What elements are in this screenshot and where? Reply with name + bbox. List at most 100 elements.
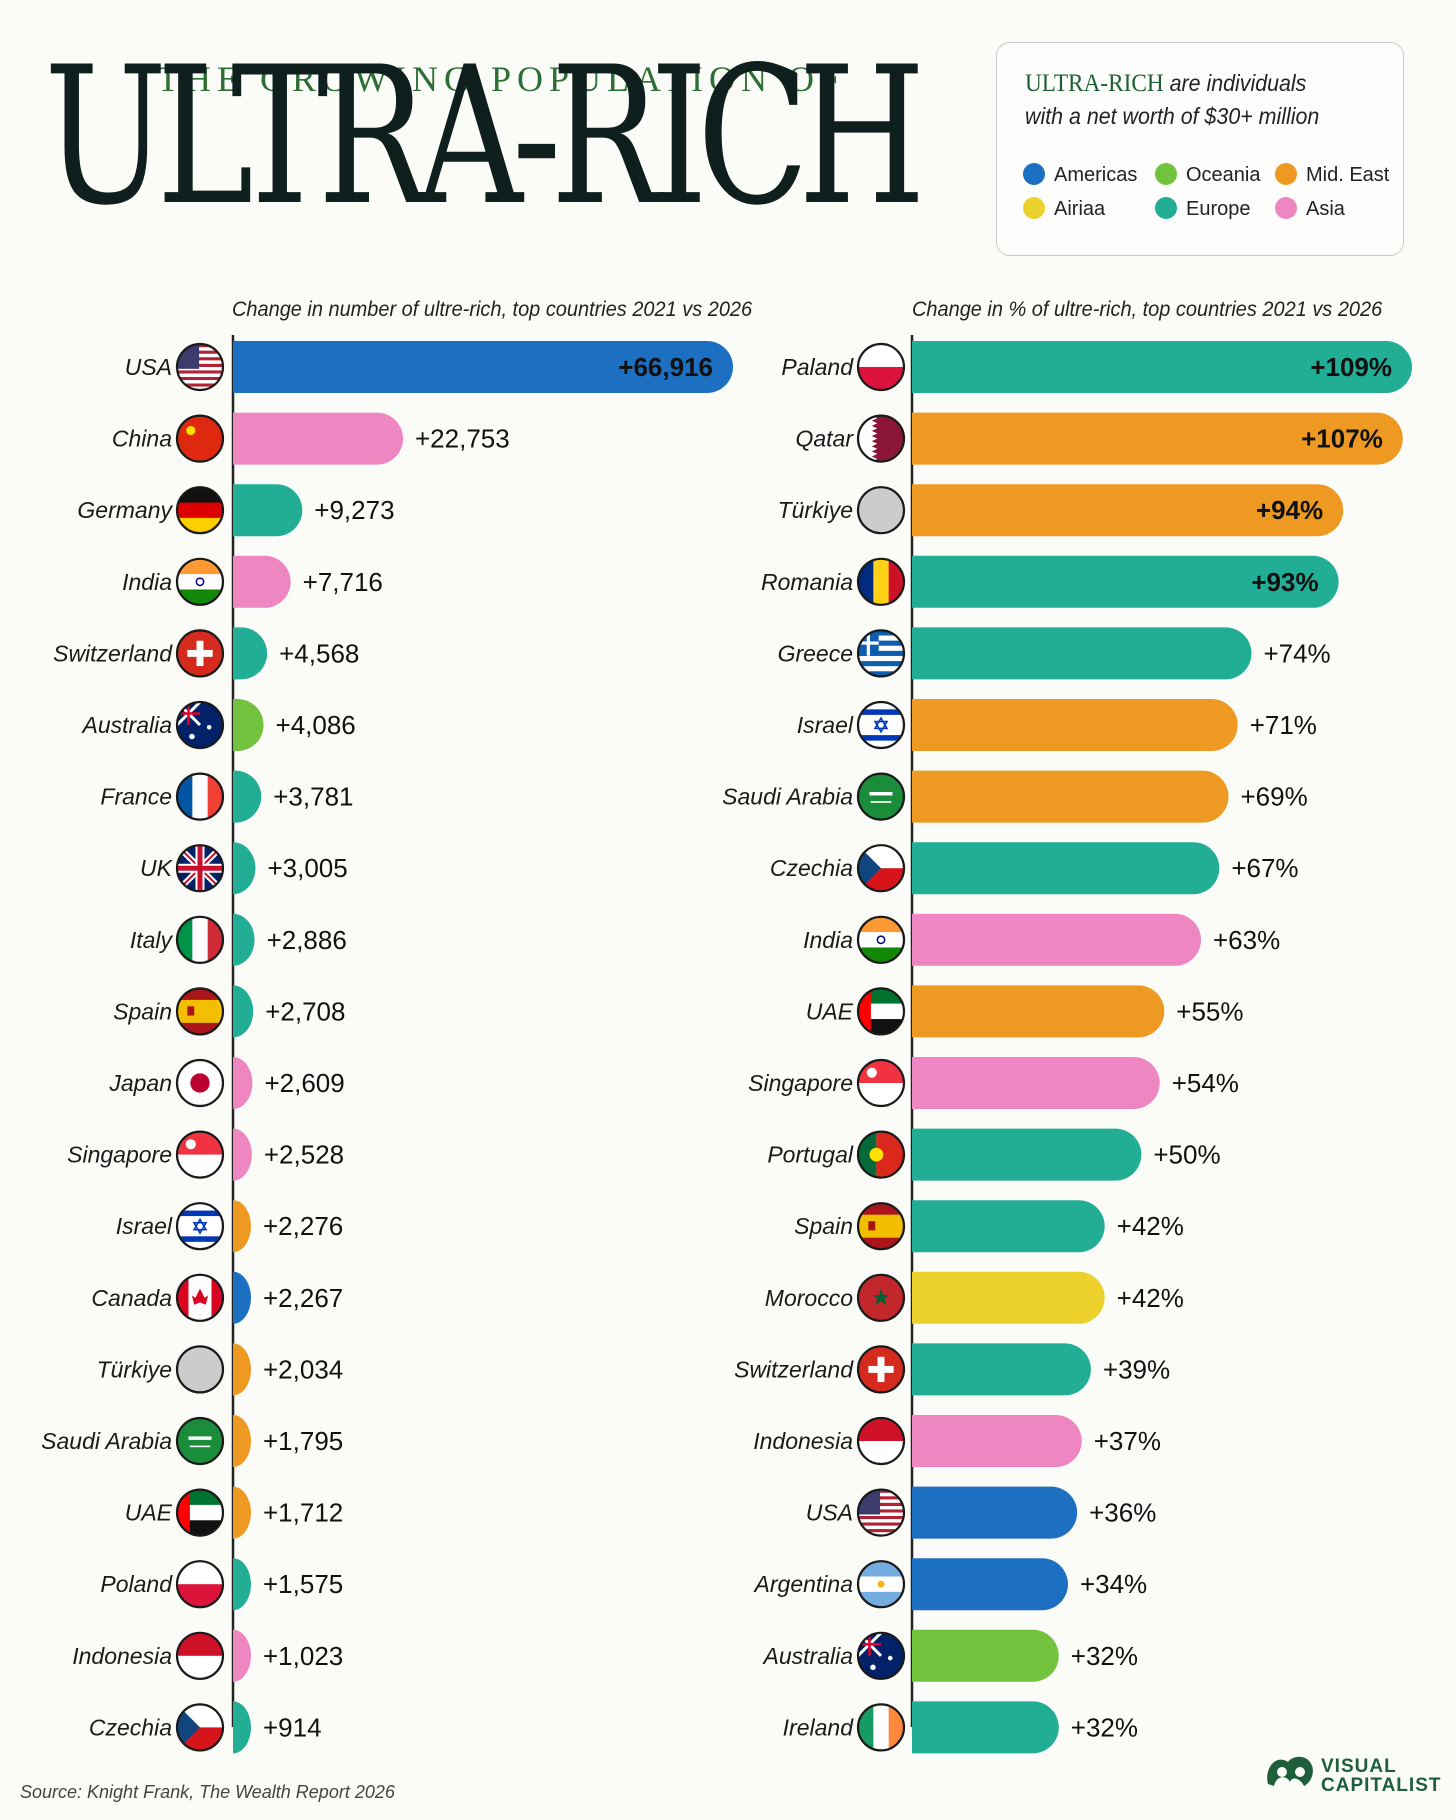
- right-chart-value-label: +93%: [1251, 567, 1318, 597]
- left-chart-value-label: +22,753: [415, 424, 510, 454]
- left-chart-bar-singapore: [233, 1128, 252, 1181]
- right-chart-bar-portugal: [912, 1128, 1142, 1181]
- right-chart-bar-greece: [912, 627, 1252, 680]
- right-chart-bar-indonesia: [912, 1415, 1082, 1467]
- left-chart-category-label: Switzerland: [53, 640, 173, 666]
- right-chart-bar-argentina: [912, 1558, 1068, 1611]
- left-chart-category-label: Türkiye: [97, 1356, 172, 1382]
- legend-swatch: [1275, 197, 1297, 219]
- left-chart-value-label: +66,916: [618, 352, 713, 382]
- left-chart-category-label: Singapore: [67, 1142, 172, 1168]
- right-chart-value-label: +71%: [1250, 710, 1317, 740]
- left-chart-category-label: Poland: [100, 1571, 173, 1597]
- legend-swatch: [1155, 197, 1177, 219]
- left-chart-category-label: Canada: [91, 1285, 172, 1311]
- right-chart-category-label: Saudi Arabia: [722, 784, 853, 810]
- australia-flag-icon: [175, 700, 225, 750]
- left-chart-value-label: +1,575: [263, 1569, 343, 1599]
- right-chart-bar-spain: [912, 1200, 1105, 1253]
- left-chart-value-label: +1,795: [263, 1426, 343, 1456]
- left-chart-value-label: +2,034: [263, 1354, 343, 1384]
- singapore-flag-icon: [856, 1058, 906, 1108]
- left-chart-category-label: UAE: [125, 1500, 173, 1526]
- legend-item-mid-east: Mid. East: [1275, 163, 1389, 187]
- right-chart-category-label: Singapore: [748, 1070, 853, 1096]
- right-chart-value-label: +109%: [1310, 352, 1392, 382]
- right-chart-value-label: +107%: [1301, 424, 1383, 454]
- canada-flag-icon: [175, 1273, 225, 1322]
- legend-box: ULTRA-RICH are individuals with a net wor…: [996, 42, 1404, 256]
- right-chart-value-label: +42%: [1117, 1283, 1184, 1313]
- switzerland-flag-icon: [856, 1345, 906, 1394]
- right-chart-bar-morocco: [912, 1271, 1105, 1324]
- right-chart-value-label: +67%: [1231, 853, 1298, 883]
- right-chart-category-label: Türkiye: [778, 497, 853, 523]
- right-chart-category-label: Czechia: [770, 855, 853, 881]
- right-chart-category-label: UAE: [806, 998, 854, 1024]
- right-chart-value-label: +37%: [1094, 1426, 1161, 1456]
- right-chart-bar-usa: [912, 1486, 1078, 1539]
- left-chart-category-label: Saudi Arabia: [41, 1428, 172, 1454]
- right-chart-value-label: +32%: [1071, 1641, 1138, 1671]
- right-chart-category-label: Indonesia: [753, 1428, 853, 1454]
- czechia-flag-icon: [175, 1703, 225, 1752]
- left-chart-value-label: +1,712: [263, 1498, 343, 1528]
- legend-item-airiaa: Airiaa: [1023, 197, 1105, 221]
- right-chart-category-label: Australia: [762, 1643, 853, 1669]
- right-chart-bar-czechia: [912, 842, 1220, 895]
- visual-capitalist-logo-icon: [1267, 1756, 1313, 1786]
- source-note: Source: Knight Frank, The Wealth Report …: [20, 1782, 395, 1802]
- right-chart-value-label: +55%: [1176, 996, 1243, 1026]
- right-chart-category-label: Qatar: [795, 426, 854, 452]
- right-chart-value-label: +50%: [1153, 1140, 1220, 1170]
- right-chart-category-label: India: [803, 927, 853, 953]
- germany-flag-icon: [175, 486, 225, 535]
- right-chart-category-label: Romania: [761, 569, 853, 595]
- definition-line1: are individuals: [1163, 70, 1307, 96]
- israel-flag-icon: [175, 1202, 225, 1251]
- left-chart-bar-spain: [233, 985, 254, 1038]
- uk-flag-icon: [175, 844, 225, 893]
- uae-flag-icon: [856, 987, 906, 1036]
- legend-item-americas: Americas: [1023, 163, 1137, 187]
- left-chart-bar-japan: [233, 1057, 253, 1109]
- right-chart-bar-switzerland: [912, 1343, 1091, 1396]
- left-chart-bar-italy: [233, 913, 255, 966]
- right-chart-value-label: +36%: [1089, 1498, 1156, 1528]
- saudi-arabia-flag-icon: [856, 772, 906, 821]
- left-chart-bar-usa: [233, 341, 733, 393]
- left-chart-bar-uae: [233, 1486, 251, 1539]
- left-chart-category-label: Australia: [81, 712, 172, 738]
- left-chart-category-label: Italy: [130, 927, 174, 953]
- australia-flag-icon: [856, 1631, 906, 1680]
- argentina-flag-icon: [856, 1560, 906, 1609]
- left-chart-value-label: +3,781: [273, 782, 353, 812]
- legend-swatch: [1155, 163, 1177, 185]
- left-chart-value-label: +2,267: [263, 1283, 343, 1313]
- left-chart-value-label: +4,568: [279, 638, 359, 668]
- right-chart-subtitle: Change in % of ultre-rich, top countries…: [912, 298, 1383, 321]
- right-chart-category-label: Spain: [794, 1213, 853, 1239]
- left-chart-value-label: +2,528: [264, 1140, 344, 1170]
- saudi-arabia-flag-icon: [175, 1416, 225, 1466]
- india-flag-icon: [856, 915, 906, 964]
- definition-term: ULTRA-RICH: [1025, 70, 1164, 97]
- left-chart-value-label: +2,609: [264, 1068, 344, 1098]
- left-chart-category-label: Indonesia: [72, 1643, 172, 1669]
- uae-flag-icon: [175, 1488, 225, 1537]
- right-chart-bar-saudi-arabia: [912, 770, 1229, 823]
- left-chart-bar-tu-rkiye: [233, 1343, 251, 1396]
- left-chart-category-label: Czechia: [89, 1714, 172, 1740]
- right-chart-bar-india: [912, 913, 1201, 966]
- right-chart-bar-uae: [912, 985, 1165, 1038]
- right-chart-bar-tu-rkiye: [912, 484, 1344, 537]
- romania-flag-icon: [856, 557, 906, 606]
- left-chart-value-label: +2,708: [265, 996, 345, 1026]
- right-chart-value-label: +42%: [1117, 1211, 1184, 1241]
- tu-rkiye-flag-icon: [175, 1345, 225, 1394]
- indonesia-flag-icon: [175, 1631, 225, 1680]
- usa-flag-icon: [856, 1488, 906, 1537]
- left-chart-bar-switzerland: [233, 627, 268, 680]
- right-chart-value-label: +34%: [1080, 1569, 1147, 1599]
- legend-swatch: [1023, 163, 1045, 185]
